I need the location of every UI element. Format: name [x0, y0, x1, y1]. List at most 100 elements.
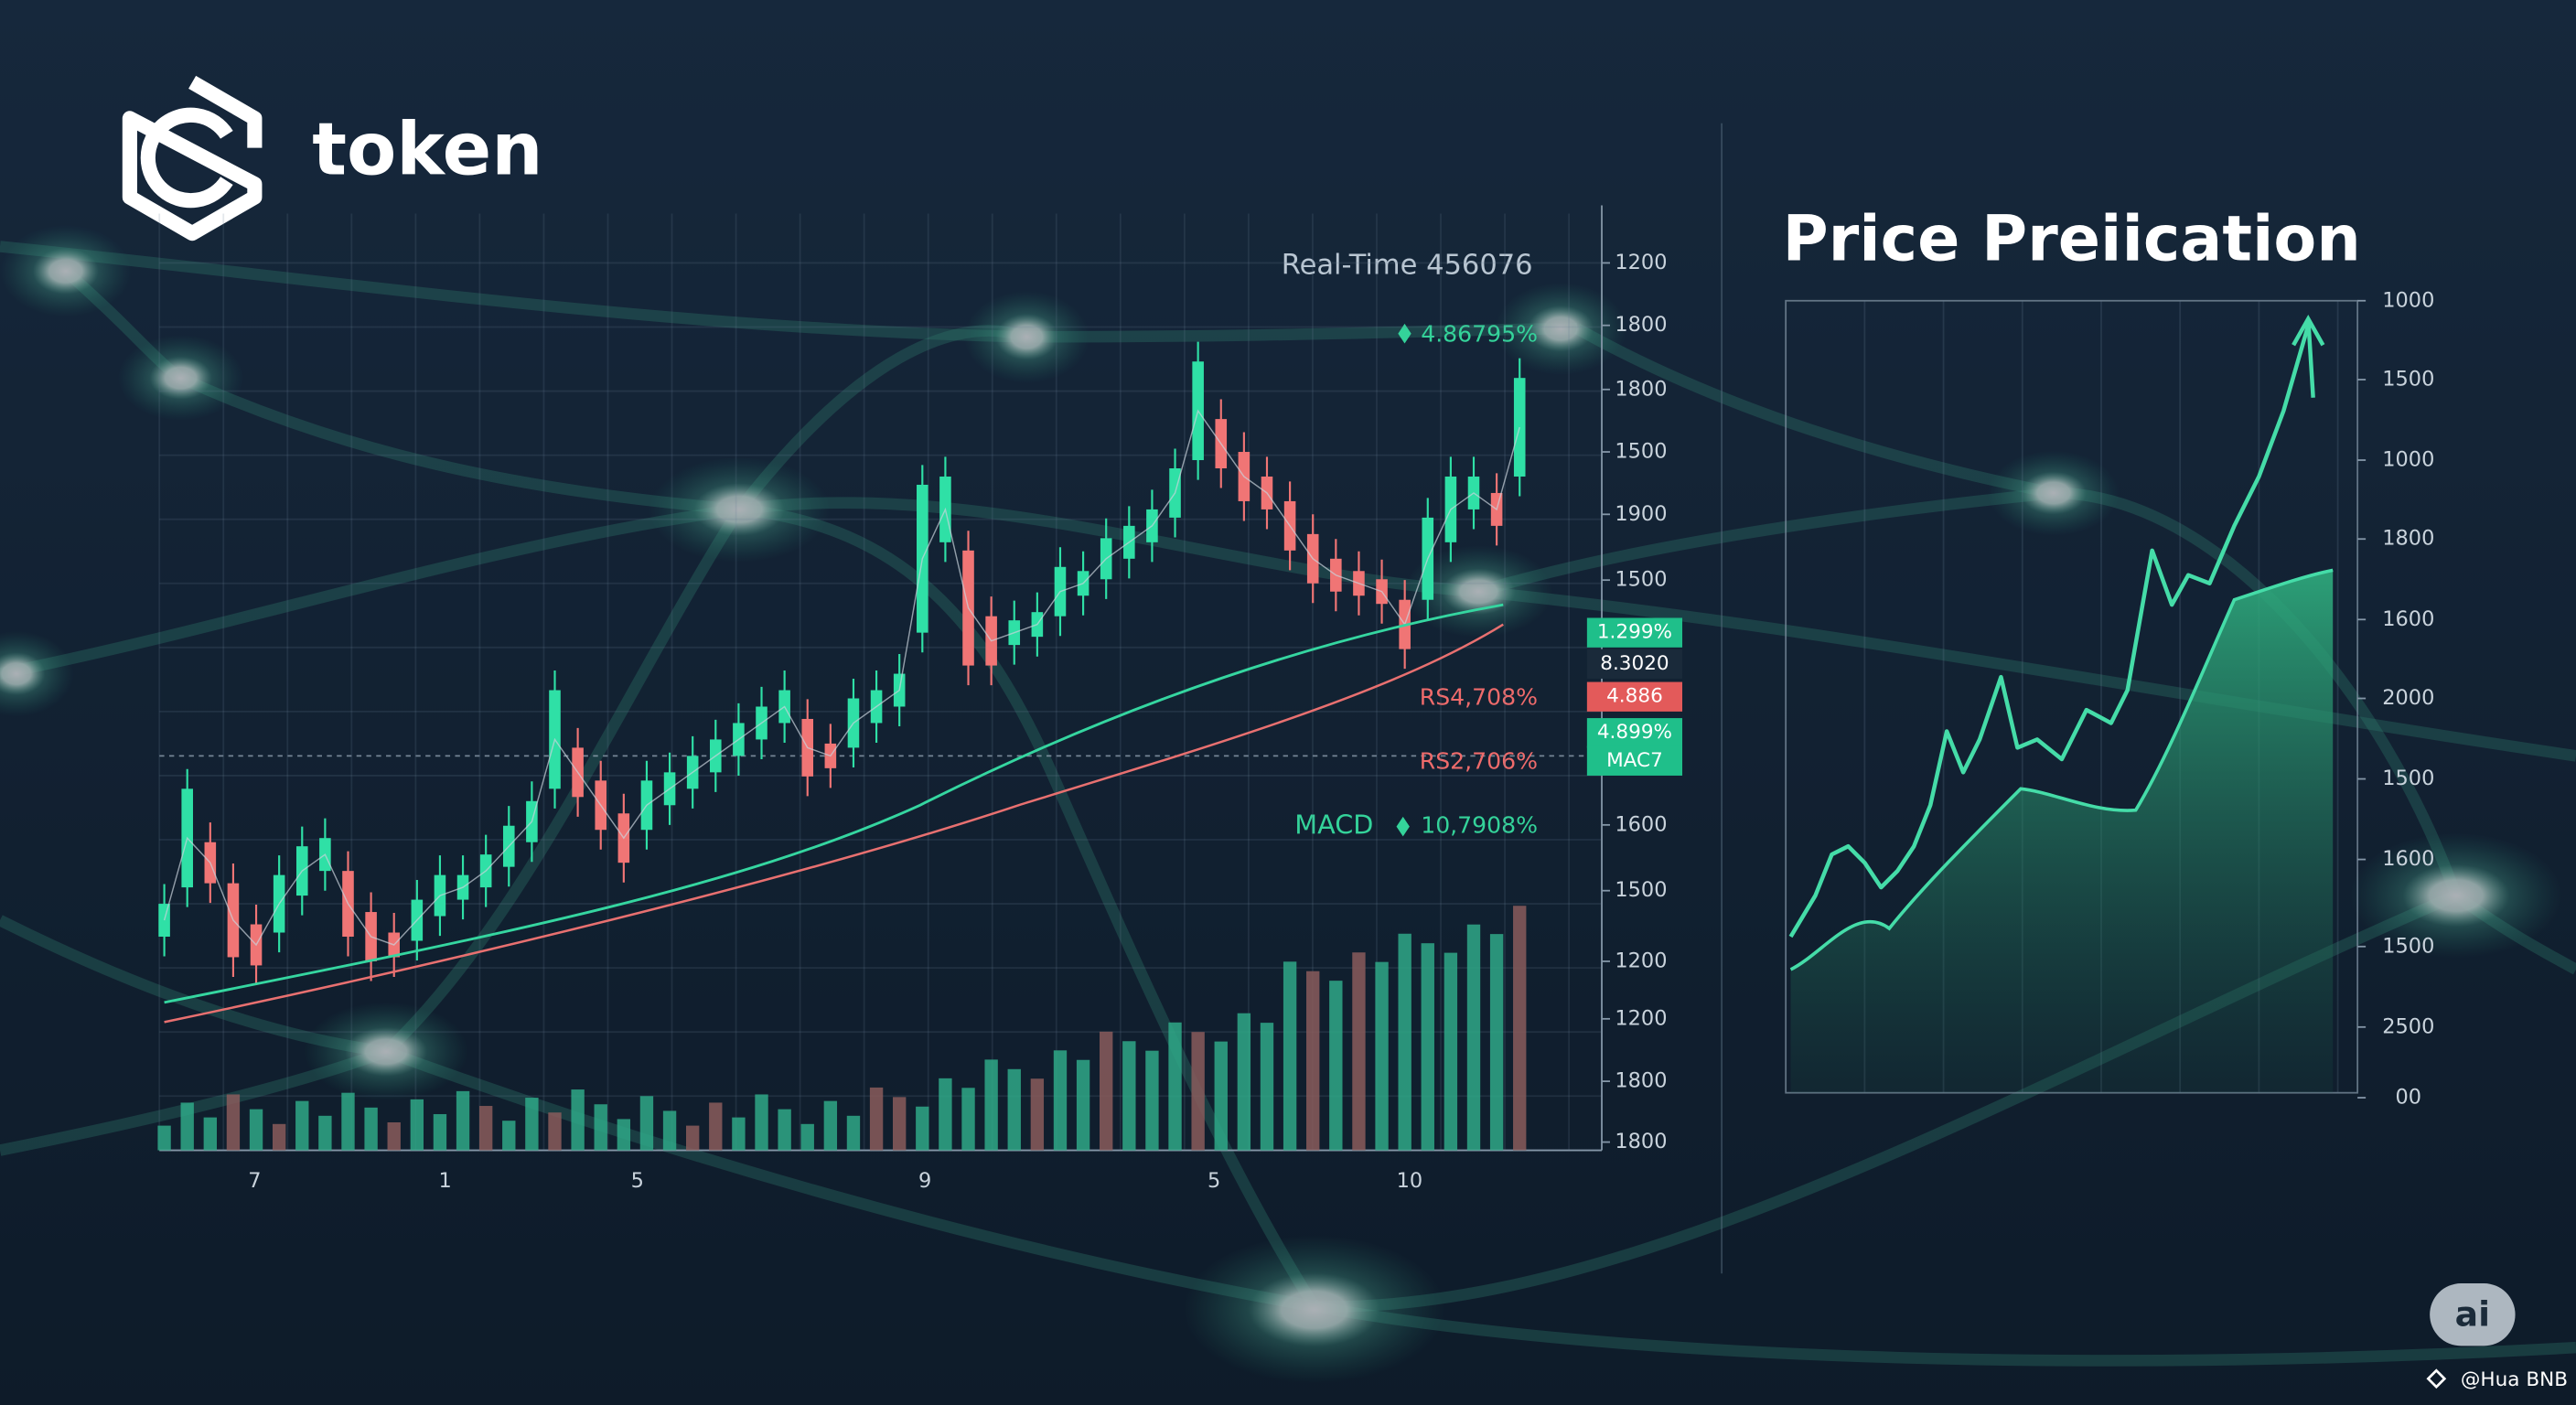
volume-bar [800, 1123, 814, 1151]
badge [1586, 617, 1683, 648]
y-tick-label: 1500 [2382, 934, 2434, 958]
volume-bar [226, 1094, 241, 1151]
badge [1586, 745, 1683, 776]
realtime-label: Real-Time 456076 [1282, 250, 1533, 282]
volume-bar [1122, 1041, 1136, 1151]
logo-c [140, 107, 233, 209]
badge-text: 8.3020 [1600, 652, 1669, 675]
volume-bar [1237, 1013, 1251, 1151]
badge [1586, 718, 1683, 748]
badge-text: 1.299% [1597, 621, 1672, 644]
volume-bar [433, 1114, 447, 1151]
volume-bar [662, 1110, 677, 1151]
y-tick-label: 1200 [1615, 1006, 1667, 1030]
y-tick-label: 1800 [1615, 313, 1667, 337]
volume-bar [1329, 981, 1343, 1151]
volume-bar [318, 1115, 332, 1151]
node [1183, 1235, 1446, 1384]
y-tick-label: 1600 [2382, 607, 2434, 631]
badge [1586, 649, 1683, 679]
y-tick-label: 1500 [1615, 440, 1667, 464]
volume-bar [709, 1102, 723, 1151]
volume-bar [685, 1125, 700, 1151]
x-tick-label: 1 [439, 1169, 452, 1193]
right-title: Price Preiication [1783, 203, 2361, 275]
candle-body [158, 904, 170, 937]
right-chart: Price Preiication 1000 1500 1000 1800 1600 20… [1783, 203, 2435, 1109]
y-tick-label: 2000 [2382, 686, 2434, 710]
y-tick-label: 1500 [2382, 767, 2434, 790]
logo-text: token [312, 107, 542, 191]
y-tick-label: 1800 [1615, 377, 1667, 401]
volume-bar [893, 1097, 907, 1151]
volume-bar [157, 1125, 171, 1151]
volume-bar [1076, 1059, 1090, 1151]
arrow-head [2292, 314, 2325, 398]
volume-bar [341, 1092, 355, 1151]
volume-bar [1398, 933, 1411, 1151]
volume-bar [1007, 1068, 1021, 1151]
y-tick-label: 1600 [2382, 847, 2434, 871]
node [1495, 282, 1626, 375]
volume-bar [639, 1096, 654, 1151]
node [304, 1002, 468, 1101]
macd-label: MACD [1294, 810, 1373, 841]
node [2349, 832, 2563, 959]
volume-bar [1444, 952, 1458, 1151]
volume-bar [1168, 1022, 1182, 1151]
volume-bar [961, 1088, 975, 1151]
ai-badge-text: ai [2455, 1293, 2490, 1334]
volume-bar [1100, 1031, 1113, 1151]
x-tick-label: 5 [1208, 1169, 1220, 1193]
volume-bar [984, 1059, 998, 1151]
y-tick-label: 1600 [1615, 812, 1667, 836]
volume-bar [1375, 961, 1389, 1151]
badge [1586, 681, 1683, 712]
volume-bar [1421, 943, 1434, 1151]
y-tick-label: 1000 [2382, 448, 2434, 472]
volume-bar [1145, 1050, 1159, 1151]
logo: token [122, 75, 543, 241]
x-tick-label: 9 [918, 1169, 931, 1193]
volume-bar [1489, 934, 1504, 1151]
ma-line [164, 623, 1504, 1024]
volume-bar [939, 1078, 952, 1151]
y-tick-label: 1500 [1615, 878, 1667, 902]
volume-bar [1352, 952, 1366, 1151]
macd-value: 10,7908% [1421, 812, 1538, 839]
node [1988, 450, 2120, 536]
glow-nodes [0, 225, 2563, 1384]
y-tick-label: 1200 [1615, 949, 1667, 972]
volume-bar [594, 1104, 607, 1151]
y-tick-label: 1800 [1615, 1130, 1667, 1153]
volume-bar [364, 1107, 378, 1151]
y-tick-label: 1800 [2382, 527, 2434, 551]
volume-bar [478, 1106, 493, 1151]
x-tick-label: 5 [631, 1169, 644, 1193]
volume-bar [1030, 1078, 1045, 1151]
y-tick-label: 1800 [1615, 1069, 1667, 1093]
indicator-label: RS2,706% [1420, 748, 1538, 775]
left-chart: Real-Time 456076 4.86795% RS4,708% RS2,7… [157, 205, 1683, 1193]
ma-line [164, 603, 1504, 1004]
area-line [1789, 568, 2334, 971]
volume-bar [410, 1099, 424, 1151]
change-label: 4.86795% [1421, 320, 1538, 347]
volume-bar [456, 1090, 470, 1151]
volume-bar [295, 1100, 309, 1151]
y-tick-label: 00 [2396, 1086, 2422, 1110]
volume-bar [203, 1117, 218, 1151]
volume-bar [387, 1122, 401, 1151]
y-tick-label: 2500 [2382, 1014, 2434, 1038]
y-tick-label: 1500 [2382, 367, 2434, 391]
node [964, 290, 1089, 383]
node [0, 630, 74, 717]
volume-bar [846, 1115, 861, 1151]
volume-bar [272, 1123, 286, 1151]
volume-bar [1053, 1050, 1068, 1151]
node [1404, 545, 1553, 638]
node [118, 335, 243, 421]
credit: @Hua BNB [2461, 1368, 2568, 1391]
